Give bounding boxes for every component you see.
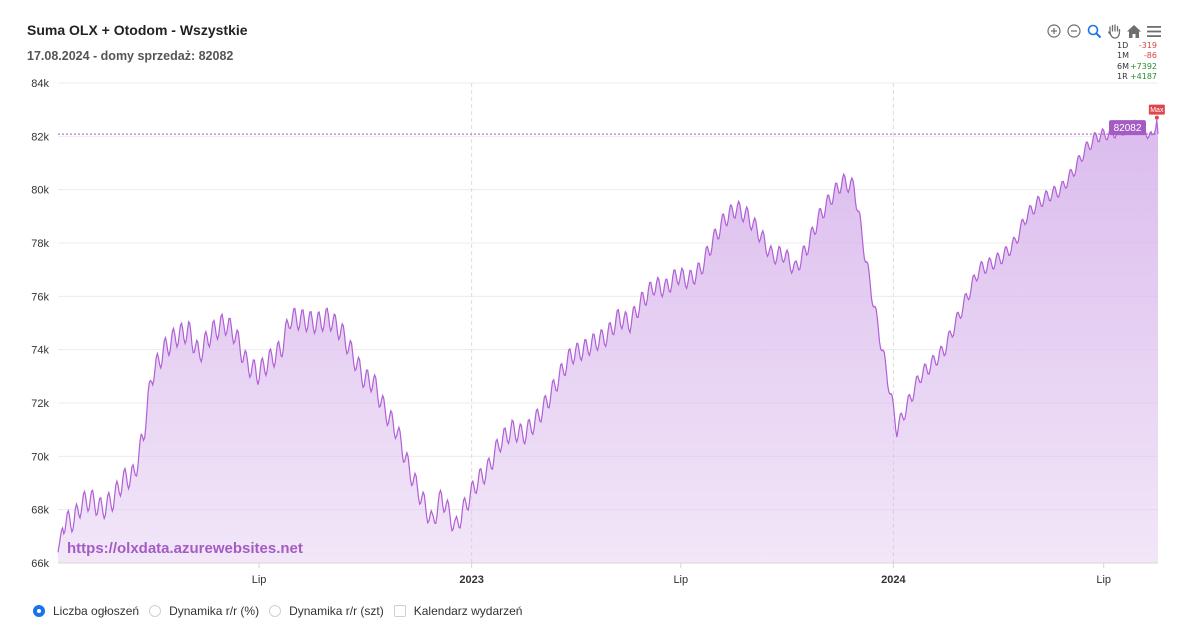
zoom-in-icon[interactable] [1046,22,1062,40]
chart-subtitle: 17.08.2024 - domy sprzedaż: 82082 [27,49,234,63]
legend-dynamika-procent[interactable]: Dynamika r/r (%) [149,604,259,618]
stat-key: 1M [1117,51,1129,61]
max-badge [1148,104,1165,115]
y-tick-label: 84k [31,78,49,90]
stat-value: -319 [1138,41,1157,50]
stat-row-1m: 1M -86 [1117,51,1157,61]
stat-value: +7392 [1129,61,1157,71]
y-tick-label: 66k [31,558,49,570]
series-line[interactable] [57,119,1159,553]
y-tick-label: 72k [31,398,49,410]
legend-dynamika-szt[interactable]: Dynamika r/r (szt) [269,604,384,618]
x-tick-label: 2023 [459,574,483,586]
y-tick-label: 78k [31,238,49,250]
max-label: Max [1150,107,1164,114]
x-tick-label: Lip [1096,574,1111,586]
x-tick-label: 2024 [881,574,906,586]
y-tick-label: 76k [31,291,49,303]
stat-key: 1R [1117,72,1128,82]
change-stats: 1D -319 1M -86 6M +7392 1R +4187 [1117,41,1157,83]
legend-label: Kalendarz wydarzeń [413,604,523,618]
y-tick-label: 68k [31,505,49,517]
radio-button[interactable] [33,605,45,617]
stat-key: 1D [1117,41,1129,50]
pan-hand-icon[interactable] [1106,22,1122,40]
stat-value: +4187 [1129,72,1157,82]
zoom-out-icon[interactable] [1066,22,1082,40]
area-fill [58,119,1158,564]
max-point[interactable] [1154,115,1159,120]
stat-row-1d: 1D -319 [1117,41,1157,51]
area-chart[interactable]: 66k 68k 70k 72k 74k 76k 78k 80k 82k 84k 82082 Max Li… [0,0,1200,600]
checkbox[interactable] [393,605,406,617]
legend-liczba-ogloszen[interactable]: Liczba ogłoszeń [33,604,139,618]
home-reset-icon[interactable] [1126,22,1142,40]
legend-label: Dynamika r/r (%) [169,604,260,618]
current-value-badge [1109,120,1146,136]
x-tick-label: Lip [252,574,267,586]
watermark-url: https://olxdata.azurewebsites.net [67,540,303,557]
chart-legend: Liczba ogłoszeń Dynamika r/r (%) Dynamik… [33,604,532,618]
chart-title: Suma OLX + Otodom - Wszystkie [27,22,248,38]
stat-row-1r: 1R +4187 [1117,72,1157,82]
x-tick-label: Lip [673,574,688,586]
y-tick-label: 82k [31,131,49,143]
y-tick-label: 74k [31,345,49,357]
zoom-selection-icon[interactable] [1086,22,1102,40]
menu-icon[interactable] [1146,22,1162,40]
stat-row-6m: 6M +7392 [1117,62,1157,72]
radio-button[interactable] [269,605,282,617]
stat-key: 6M [1117,61,1129,71]
chart-toolbar [1046,22,1162,40]
stat-value: -86 [1143,51,1157,61]
current-value-label: 82082 [1114,123,1142,134]
legend-label: Dynamika r/r (szt) [289,604,384,618]
y-tick-label: 70k [31,451,49,463]
radio-button[interactable] [149,605,162,617]
legend-kalendarz[interactable]: Kalendarz wydarzeń [393,604,523,618]
y-tick-label: 80k [31,185,49,197]
legend-label: Liczba ogłoszeń [53,604,140,618]
